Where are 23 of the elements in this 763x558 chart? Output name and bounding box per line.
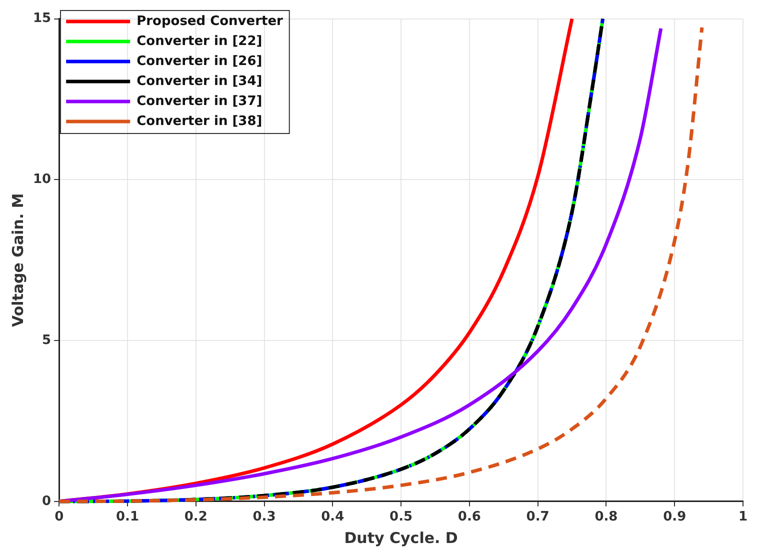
legend-label: Converter in [34] <box>136 74 262 89</box>
y-tick-label: 10 <box>32 172 52 188</box>
x-tick-label: 0.7 <box>526 510 550 525</box>
x-tick-label: 0.1 <box>116 510 139 525</box>
y-tick-label: 5 <box>42 332 52 348</box>
x-tick-label: 1 <box>738 510 748 525</box>
x-tick-label: 0.9 <box>663 510 686 525</box>
x-tick-label: 0.8 <box>594 510 618 525</box>
x-tick-label: 0.6 <box>458 510 481 525</box>
legend-label: Converter in [37] <box>136 94 262 109</box>
x-tick-label: 0.4 <box>321 510 344 525</box>
legend-label: Proposed Converter <box>136 14 284 29</box>
x-tick-label: 0.3 <box>252 510 276 525</box>
x-axis-title: Duty Cycle. D <box>344 528 458 547</box>
legend-label: Converter in [26] <box>136 54 262 69</box>
x-tick-label: 0.2 <box>184 510 208 525</box>
y-tick-label: 0 <box>42 494 52 509</box>
x-tick-label: 0 <box>54 510 64 525</box>
x-tick-label: 0.5 <box>390 510 413 525</box>
legend-label: Converter in [38] <box>136 114 262 129</box>
y-axis-title: Voltage Gain. M <box>8 193 27 327</box>
y-tick-label: 15 <box>32 11 52 26</box>
legend-label: Converter in [22] <box>136 34 262 49</box>
